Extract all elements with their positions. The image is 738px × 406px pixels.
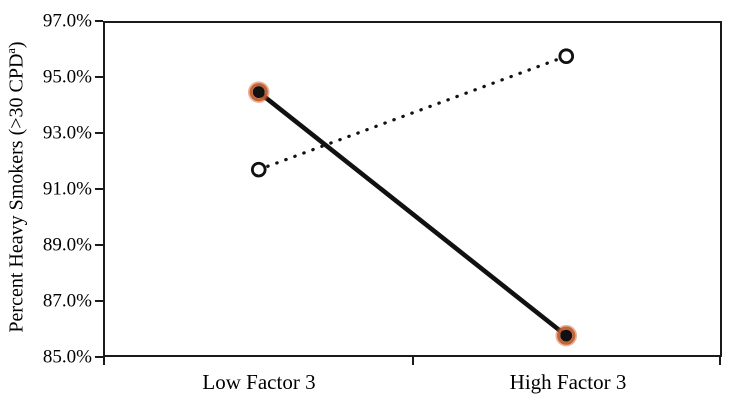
y-tick-mark (95, 76, 103, 78)
y-tick-label: 93.0% (42, 122, 92, 144)
data-point-marker-halo (247, 81, 270, 103)
y-tick-mark (95, 132, 103, 134)
y-tick-label: 85.0% (42, 346, 92, 368)
y-tick-mark (95, 244, 103, 246)
x-category-label-low: Low Factor 3 (202, 370, 316, 394)
y-tick-label: 87.0% (42, 290, 92, 312)
y-tick-label: 97.0% (42, 10, 92, 32)
y-tick-mark (95, 20, 103, 22)
y-axis-title-suffix: ) (5, 41, 28, 49)
data-point-marker-ring (557, 326, 576, 345)
y-tick-label: 95.0% (42, 66, 92, 88)
y-tick-label: 89.0% (42, 234, 92, 256)
x-category-label-high: High Factor 3 (509, 370, 627, 394)
plot-area (103, 21, 722, 357)
series-line-solid (257, 90, 568, 338)
data-point-marker-halo (555, 324, 578, 347)
y-tick-label: 91.0% (42, 178, 92, 200)
y-tick-mark (95, 300, 103, 302)
series-canvas (247, 48, 578, 347)
data-point-marker-filled (560, 329, 573, 342)
data-point-marker-open (558, 48, 575, 65)
x-tick-mark (103, 357, 105, 365)
data-point-marker-filled (252, 86, 265, 99)
data-point-marker-open (250, 161, 267, 178)
x-tick-mark (411, 357, 414, 365)
y-axis-title-superscript: a (3, 48, 18, 54)
y-tick-mark (95, 356, 103, 358)
x-tick-mark (719, 357, 721, 365)
data-point-marker-ring (249, 83, 268, 102)
y-tick-mark (95, 188, 103, 190)
series-line-dotted (257, 54, 568, 172)
